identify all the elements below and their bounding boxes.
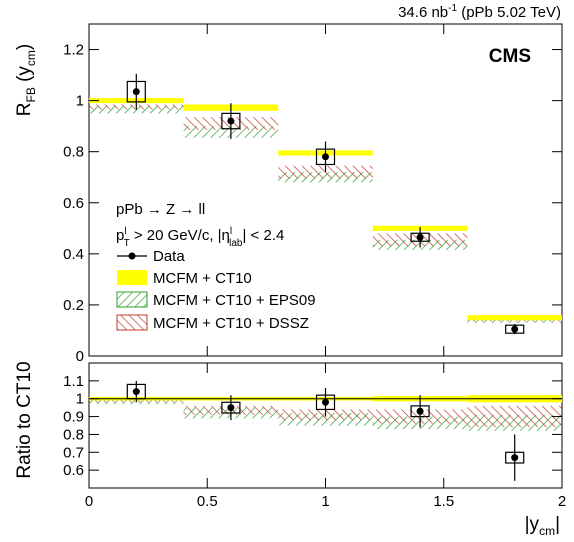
ratio-ytick-label-1: 0.7 [63, 444, 84, 461]
top-panel: 0 0.2 0.4 0.6 0.8 1 1.2 CMS pPb → Z → ll pl T >… [14, 23, 563, 365]
top-data-syst-box-0 [126, 80, 146, 103]
legend-data-marker [128, 252, 136, 260]
top-data-syst-box-3 [410, 232, 430, 242]
legend-eps09-swatch [116, 291, 148, 308]
x-axis-label: |ycm| [525, 514, 560, 538]
ratio-ytick-label-4: 1 [76, 391, 84, 408]
top-data-point-0 [132, 88, 140, 96]
legend-ct10-swatch [117, 270, 147, 285]
legend: Data MCFM + CT10 MCFM + CT10 + EPS09 MCF… [116, 248, 316, 332]
top-y-axis-label: RFB (ycm) [14, 44, 38, 117]
top-data-point-4 [511, 325, 519, 333]
ratio-data-point-1 [227, 404, 235, 412]
xtick-label-1: 0.5 [197, 493, 218, 510]
legend-eps09-label: MCFM + CT10 + EPS09 [153, 292, 316, 309]
ratio-data-syst-box-2 [315, 394, 336, 411]
legend-ct10-label: MCFM + CT10 [153, 270, 252, 287]
cms-label: CMS [489, 46, 531, 67]
legend-entry-data: Data [117, 248, 185, 265]
ratio-ytick-label-2: 0.8 [63, 426, 84, 443]
top-data-syst-box-1 [221, 112, 241, 130]
ratio-data-point-3 [416, 407, 424, 415]
luminosity-label: 34.6 nb-1 (pPb 5.02 TeV) [398, 3, 561, 21]
legend-dssz-label: MCFM + CT10 + DSSZ [153, 315, 309, 332]
xtick-label-3: 1.5 [433, 493, 454, 510]
process-label: pPb → Z → ll [116, 201, 205, 218]
ratio-ytick-label-3: 0.9 [63, 409, 84, 426]
legend-entry-eps09: MCFM + CT10 + EPS09 [116, 291, 316, 309]
top-ytick-label-3: 0.6 [63, 195, 84, 212]
ratio-data-syst-box-3 [410, 405, 430, 418]
ratio-dssz-band-4 [467, 405, 562, 428]
ratio-data-point-4 [511, 454, 519, 462]
top-data-point-3 [416, 233, 424, 241]
ratio-data-point-2 [322, 398, 329, 406]
legend-entry-dssz: MCFM + CT10 + DSSZ [116, 314, 309, 332]
legend-data-label: Data [153, 248, 185, 265]
ratio-data-syst-box-4 [505, 451, 525, 464]
ratio-y-axis-label: Ratio to CT10 [14, 361, 35, 478]
ratio-data-point-0 [132, 388, 140, 396]
ratio-data-syst-box-1 [221, 401, 241, 414]
legend-entry-ct10: MCFM + CT10 [117, 270, 252, 287]
xtick-label-4: 2 [558, 493, 566, 510]
legend-dssz-swatch [116, 314, 148, 331]
ratio-panel: 0.60.70.80.911.1 0 0.5 1 1.5 2 Ratio to CT10 [14, 361, 566, 510]
top-ct10-band-4 [467, 315, 562, 321]
top-data-point-1 [227, 117, 235, 125]
top-ytick-label-5: 1 [76, 93, 84, 110]
kinematic-cut-label: pl T > 20 GeV/c, |ηl lab| < 2.4 [116, 226, 284, 249]
xtick-label-0: 0 [85, 493, 93, 510]
top-ytick-label-1: 0.2 [63, 297, 84, 314]
ratio-ytick-label-0: 0.6 [63, 462, 84, 479]
top-ytick-label-6: 1.2 [63, 42, 84, 59]
top-data-syst-box-2 [315, 148, 336, 166]
top-ytick-label-0: 0 [76, 348, 84, 365]
top-data-point-2 [322, 153, 329, 161]
ratio-data-syst-box-0 [126, 383, 146, 400]
top-data-syst-box-4 [505, 324, 525, 334]
top-ytick-label-4: 0.8 [63, 144, 84, 161]
top-ytick-label-2: 0.4 [63, 246, 84, 263]
ratio-ytick-label-5: 1.1 [63, 373, 84, 390]
xtick-label-2: 1 [321, 493, 329, 510]
